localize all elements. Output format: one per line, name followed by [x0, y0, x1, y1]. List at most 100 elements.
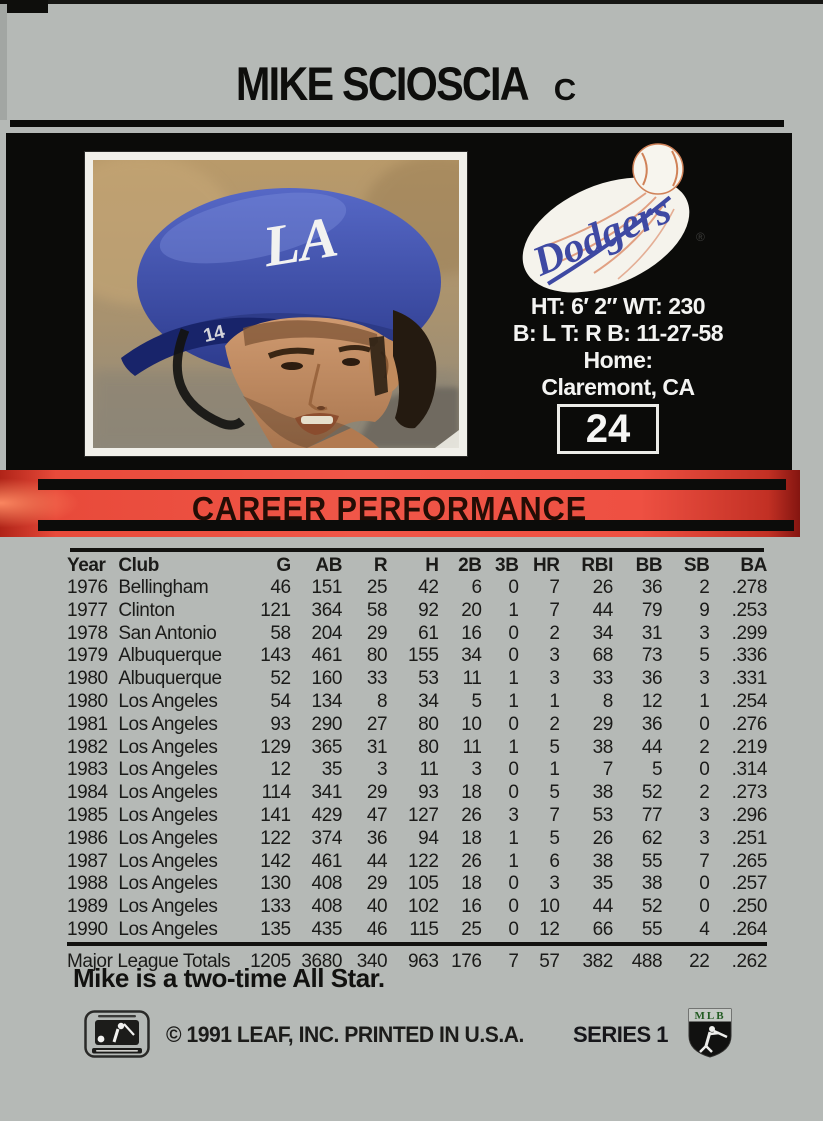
- stat-cell: 3: [471, 759, 482, 781]
- stat-cell: .299: [731, 622, 768, 644]
- stat-cell: 80: [418, 736, 439, 758]
- stats-body: 1976 Bellingham 46 151 25 42 6 0 7 26 36 2.278 1977 C…: [67, 577, 767, 944]
- stat-cell: 29: [366, 622, 388, 644]
- stat-cell: Los Angeles: [118, 782, 218, 804]
- stat-cell: 2: [699, 782, 710, 804]
- stat-cell: Los Angeles: [118, 713, 218, 735]
- helmet-strap: [172, 328, 245, 430]
- stat-cell: 122: [260, 827, 291, 849]
- totals-cell: 1205: [245, 941, 291, 975]
- table-row: 1990 Los Angeles 135 435 46 115 25 0 12 66 55 4 .264: [67, 919, 767, 944]
- stat-cell: 365: [311, 736, 343, 758]
- divider-rule: [10, 120, 784, 127]
- eye: [281, 362, 303, 370]
- stat-cell: 1: [508, 850, 519, 872]
- stat-cell: 38: [641, 873, 663, 895]
- helmet-la-logo: LA: [258, 203, 342, 279]
- stat-cell: 26: [592, 577, 614, 598]
- totals-cell: 57: [518, 941, 560, 975]
- stat-cell: 33: [366, 668, 388, 690]
- stat-cell: 1989: [67, 896, 108, 918]
- stat-column-header: H: [425, 555, 439, 576]
- stat-cell: .265: [731, 850, 768, 872]
- stat-cell: 1: [508, 599, 519, 621]
- stat-cell: 52: [641, 782, 663, 804]
- mlb-shield-label: MLB: [694, 1010, 725, 1022]
- stat-cell: 5: [549, 736, 560, 758]
- stat-cell: .264: [731, 918, 768, 940]
- stat-cell: .250: [731, 896, 768, 918]
- stat-cell: .219: [731, 736, 768, 758]
- stat-column-header: R: [373, 555, 388, 576]
- stat-cell: 5: [549, 827, 560, 849]
- stat-cell: 1987: [67, 850, 108, 872]
- stat-cell: 0: [508, 645, 519, 667]
- stat-cell: 26: [461, 804, 482, 826]
- eye: [342, 358, 360, 366]
- stat-cell: 26: [461, 850, 482, 872]
- stat-column-header: AB: [315, 555, 343, 576]
- stat-column-header: Year: [67, 555, 106, 576]
- stat-cell: 94: [418, 827, 439, 849]
- section-title: CAREER PERFORMANCE: [192, 490, 588, 527]
- stat-cell: 122: [408, 850, 439, 872]
- stat-cell: 1980: [67, 668, 108, 690]
- stat-column-header: HR: [532, 555, 560, 576]
- stat-cell: 114: [261, 782, 291, 804]
- stat-column-header: BA: [740, 555, 767, 576]
- stat-cell: 16: [461, 896, 482, 918]
- stat-cell: 53: [418, 668, 439, 690]
- stat-cell: 429: [311, 804, 343, 826]
- stat-cell: 2: [699, 736, 710, 758]
- stat-cell: 408: [311, 873, 343, 895]
- stats-header-row: Year Club G AB R H 2B 3B HR RBI BB SB BA: [67, 555, 767, 577]
- player-photo: LA 14: [85, 152, 467, 456]
- stat-cell: 0: [508, 759, 519, 781]
- stat-cell: 6: [471, 577, 482, 598]
- stat-cell: 0: [508, 622, 519, 644]
- table-row: 1980 Albuquerque 52 160 33 53 11 1 3 33 36 3.331: [67, 668, 767, 691]
- stat-cell: 0: [508, 896, 519, 918]
- stat-cell: 6: [549, 850, 560, 872]
- stat-cell: 1984: [67, 782, 108, 804]
- stat-cell: 160: [311, 668, 343, 690]
- stat-cell: 130: [260, 873, 291, 895]
- stat-cell: 35: [321, 759, 343, 781]
- eyebrow: [267, 347, 315, 359]
- bio-home-label: Home:: [583, 347, 653, 373]
- stat-cell: 0: [508, 782, 519, 804]
- stat-cell: 18: [461, 873, 482, 895]
- stat-cell: 31: [366, 736, 388, 758]
- stat-cell: 3: [699, 827, 710, 849]
- eyebrow: [338, 345, 371, 353]
- stat-cell: 1: [508, 827, 519, 849]
- totals-label: Major League Totals: [67, 941, 246, 975]
- stat-cell: 79: [641, 599, 663, 621]
- stat-cell: 12: [641, 690, 663, 712]
- stat-cell: 1: [508, 668, 519, 690]
- stat-cell: 26: [592, 827, 614, 849]
- stat-cell: Los Angeles: [118, 896, 218, 918]
- stat-cell: 36: [366, 827, 388, 849]
- stat-cell: Los Angeles: [118, 690, 218, 712]
- player-position: C: [553, 72, 577, 107]
- stat-cell: 52: [641, 896, 663, 918]
- career-stats-table: Year Club G AB R H 2B 3B HR RBI BB SB BA 1976 Belling…: [67, 555, 767, 975]
- stat-cell: 38: [592, 782, 614, 804]
- table-row: 1981 Los Angeles 93 290 27 80 10 0 2 29 36 0 .276: [67, 714, 767, 737]
- registered-mark: ®: [696, 230, 705, 244]
- stat-cell: 11: [462, 668, 482, 690]
- stat-cell: 1: [549, 759, 560, 781]
- stat-column-header: 2B: [458, 555, 482, 576]
- stat-column-header: 3B: [495, 555, 519, 576]
- stat-cell: 12: [539, 918, 560, 940]
- stat-cell: 38: [592, 736, 614, 758]
- stat-cell: 55: [641, 850, 663, 872]
- totals-cell: .262: [709, 941, 767, 975]
- stat-cell: 18: [461, 782, 482, 804]
- stat-cell: Albuquerque: [118, 645, 222, 667]
- stat-cell: 8: [377, 690, 388, 712]
- stat-cell: 34: [461, 645, 482, 667]
- stat-cell: 461: [311, 645, 343, 667]
- stat-cell: .278: [731, 577, 768, 598]
